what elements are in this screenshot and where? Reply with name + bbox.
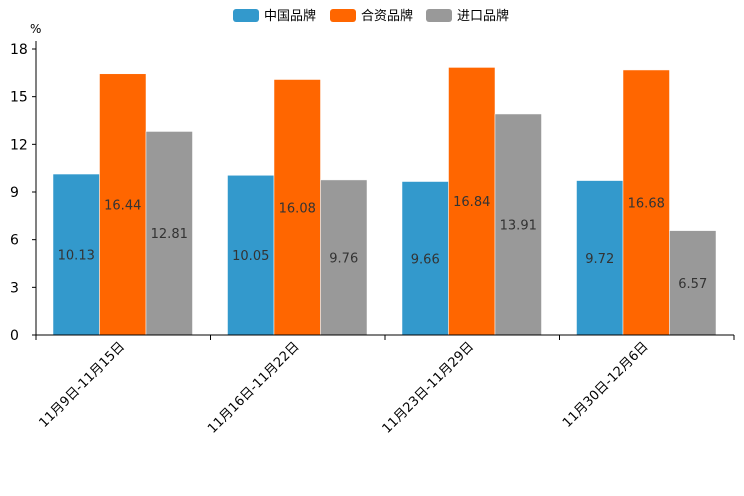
data-label: 10.13 [58,249,95,264]
legend-swatch[interactable] [426,9,452,22]
bar[interactable] [145,131,193,336]
data-label: 12.81 [151,227,188,242]
x-category-label: 11月23日-11月29日 [380,339,477,436]
data-label: 16.84 [453,195,490,210]
legend: 中国品牌 合资品牌 进口品牌 [233,8,509,24]
y-axis: 0 3 6 9 12 15 18 [10,41,37,344]
legend-label[interactable]: 进口品牌 [457,8,509,24]
y-tick-label: 9 [10,185,19,201]
legend-swatch[interactable] [330,9,356,22]
bar[interactable] [401,181,449,336]
data-label: 10.05 [232,249,269,264]
y-tick-label: 18 [10,42,28,58]
data-label: 16.68 [628,196,665,211]
legend-label[interactable]: 中国品牌 [264,8,316,24]
data-label: 16.44 [104,198,141,213]
bar[interactable] [448,67,496,336]
data-label: 16.08 [279,201,316,216]
data-label: 6.57 [678,277,707,292]
bars: 10.13 16.44 12.81 10.05 16.08 9.76 9.66 16.84 13… [52,67,717,336]
bar[interactable] [52,173,100,336]
y-tick-label: 3 [10,280,19,296]
y-tick-label: 12 [10,137,28,153]
legend-label[interactable]: 合资品牌 [361,8,413,24]
bar[interactable] [622,69,670,336]
x-category-label: 11月30日-12月6日 [560,339,652,431]
y-tick-label: 6 [10,233,19,249]
x-category-label: 11月9日-11月15日 [36,339,128,431]
data-label: 9.66 [411,252,440,267]
bar[interactable] [99,73,147,336]
x-category-label: 11月16日-11月22日 [205,339,302,436]
legend-swatch[interactable] [233,9,259,22]
bar[interactable] [320,179,368,336]
y-axis-unit-label: % [30,22,41,36]
bar[interactable] [669,230,717,336]
y-tick-label: 0 [10,328,19,344]
y-tick-label: 15 [10,90,28,106]
x-axis: 11月9日-11月15日 11月16日-11月22日 11月23日-11月29日 11… [35,334,735,437]
data-label: 9.72 [585,252,614,267]
data-label: 13.91 [500,218,537,233]
data-label: 9.76 [329,251,358,266]
